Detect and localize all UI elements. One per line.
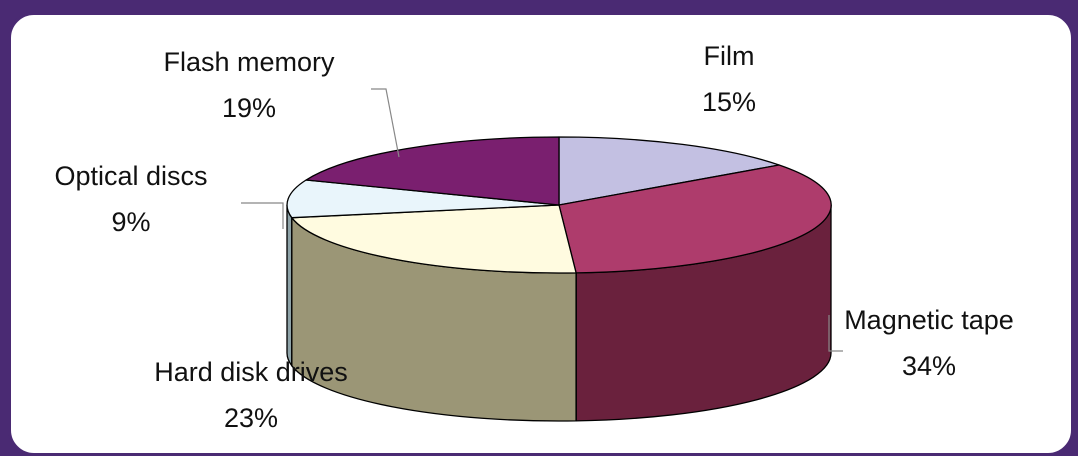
leader-lines xyxy=(241,88,843,352)
slice-top-optical-discs xyxy=(286,179,560,219)
chart-frame: Film 15% Magnetic tape 34% Hard disk drives 2… xyxy=(8,12,1074,456)
slice-top-hard-disk-drives xyxy=(291,204,577,274)
slice-value-optical-discs: 9% xyxy=(111,207,150,237)
slice-top-film xyxy=(558,136,780,206)
slice-top-magnetic-tape xyxy=(558,164,832,274)
slice-label-magnetic-tape: Magnetic tape xyxy=(844,305,1014,335)
slice-value-film: 15% xyxy=(702,87,756,117)
slice-labels: Film 15% Magnetic tape 34% Hard disk drives 2… xyxy=(54,41,1013,433)
pie-top-faces xyxy=(286,136,832,274)
slice-top-flash-memory xyxy=(305,136,560,206)
slice-side-optical-discs xyxy=(286,204,293,368)
pie-chart: Film 15% Magnetic tape 34% Hard disk drives 2… xyxy=(54,41,1013,433)
slice-label-flash-memory: Flash memory xyxy=(163,47,335,77)
leader-line-flash-memory xyxy=(371,88,400,158)
pie-side-walls xyxy=(286,204,832,422)
slice-label-film: Film xyxy=(704,41,755,71)
slice-value-magnetic-tape: 34% xyxy=(902,351,956,381)
leader-line-magnetic-tape xyxy=(828,315,843,352)
leader-line-optical-discs xyxy=(241,202,284,229)
slice-value-hard-disk-drives: 23% xyxy=(224,403,278,433)
slice-label-hard-disk-drives: Hard disk drives xyxy=(154,357,348,387)
slice-label-optical-discs: Optical discs xyxy=(54,161,207,191)
slice-value-flash-memory: 19% xyxy=(222,93,276,123)
